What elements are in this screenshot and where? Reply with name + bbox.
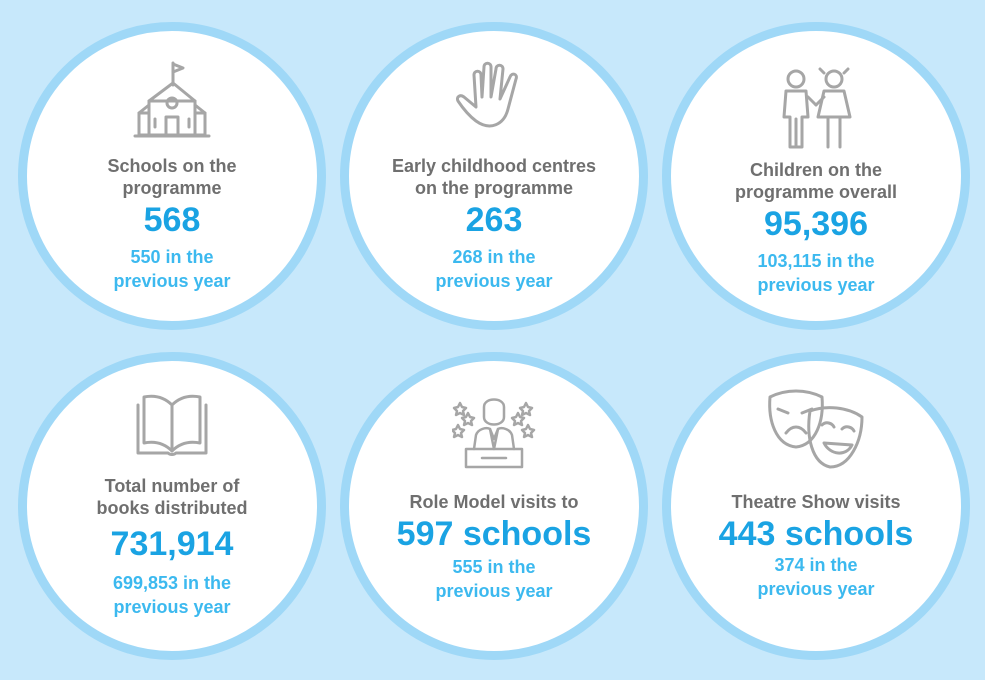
theatre-masks-icon [766,387,866,471]
stat-card-theatre-show-visits: Theatre Show visits 443 schools 374 in t… [662,352,970,660]
stat-value: 568 [143,201,201,239]
stat-label: Children on the programme overall [734,160,898,202]
stat-label: Total number of books distributed [96,476,248,518]
hand-icon [454,59,534,139]
stat-card-role-model-visits: Role Model visits to 597 schools 555 in … [340,352,648,660]
role-model-icon [452,393,536,473]
stat-card-children: Children on the programme overall 95,396… [662,22,970,330]
stat-previous-year: 103,115 in the previous year [757,251,875,295]
stat-label: Early childhood centres on the programme [391,156,597,198]
stat-previous-year: 550 in the previous year [113,247,231,291]
stat-card-schools: Schools on the programme 568 550 in the … [18,22,326,330]
stat-label: Theatre Show visits [731,492,901,512]
stat-value: 95,396 [764,205,868,243]
stat-previous-year: 268 in the previous year [435,247,553,291]
stat-previous-year: 555 in the previous year [435,557,553,601]
stat-card-early-childhood-centres: Early childhood centres on the programme… [340,22,648,330]
stat-card-books: Total number of books distributed 731,91… [18,352,326,660]
school-icon [133,59,211,139]
stat-value: 263 [465,201,523,239]
stat-previous-year: 699,853 in the previous year [112,573,232,617]
stat-previous-year: 374 in the previous year [757,555,875,599]
children-icon [774,67,858,149]
stat-value: 731,914 [110,525,234,563]
stat-label: Schools on the programme [107,156,237,198]
book-icon [134,393,210,461]
stat-value: 443 schools [718,515,914,553]
stat-value: 597 schools [396,515,592,553]
stat-label: Role Model visits to [409,492,579,512]
